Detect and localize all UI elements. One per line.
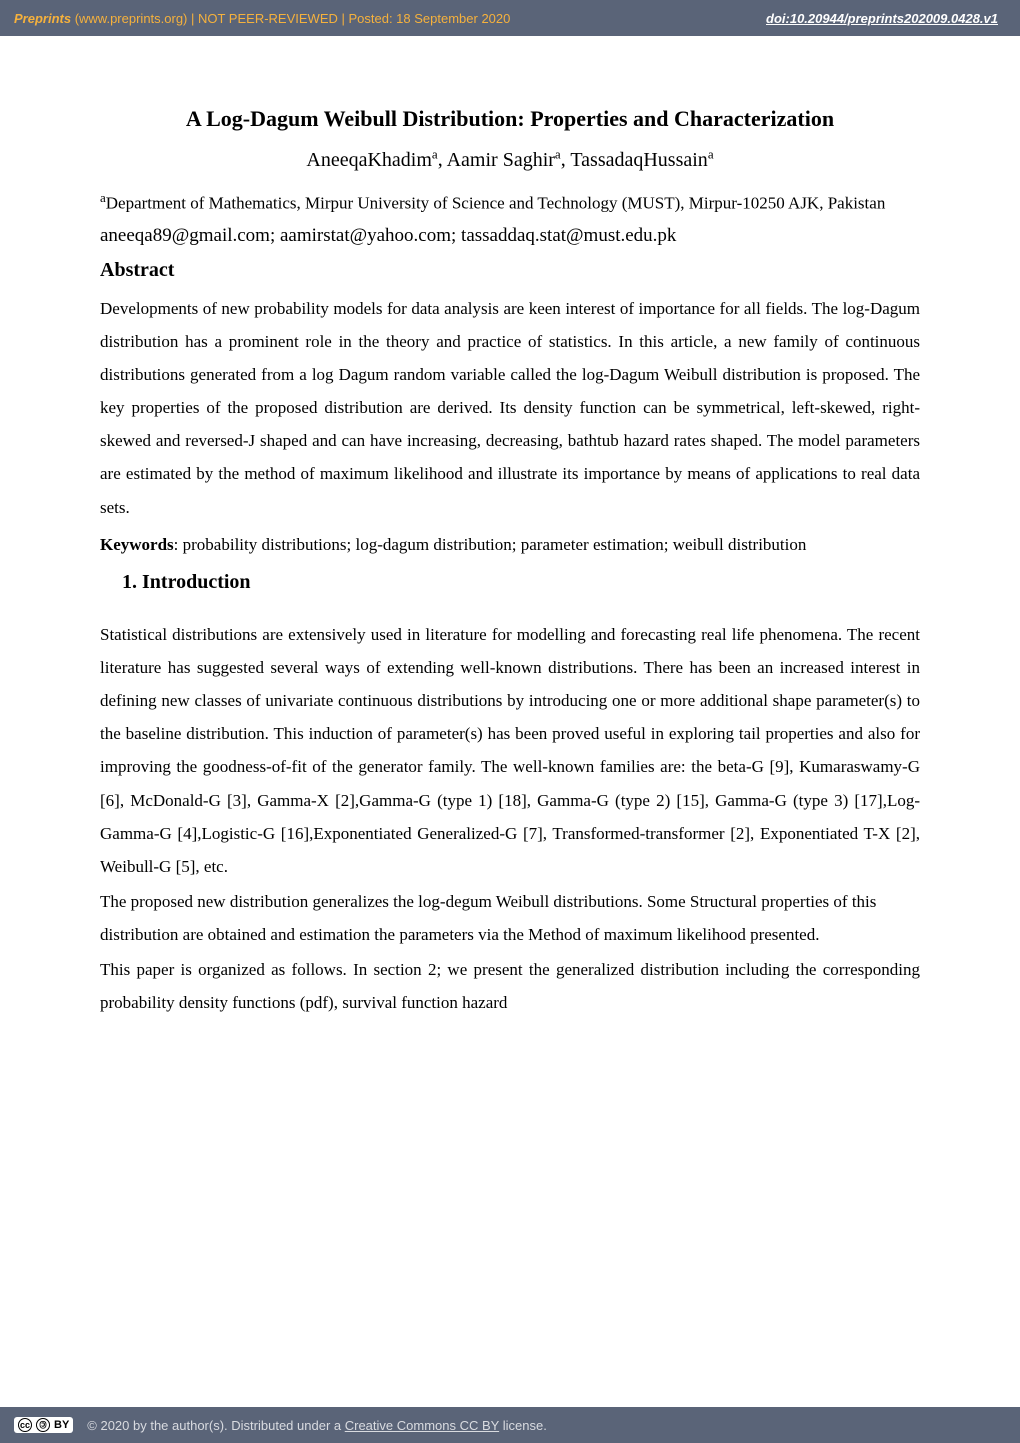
footer-text: © 2020 by the author(s). Distributed und… — [87, 1418, 547, 1433]
license-footer: cc 🄯 BY © 2020 by the author(s). Distrib… — [0, 1407, 1020, 1443]
abstract-heading: Abstract — [100, 259, 920, 282]
keywords-line: Keywords: probability distributions; log… — [100, 528, 920, 561]
cc-icon: cc — [18, 1418, 32, 1432]
keywords-text: : probability distributions; log-dagum d… — [174, 535, 807, 554]
preprint-banner: Preprints (www.preprints.org) | NOT PEER… — [0, 0, 1020, 36]
intro-paragraph-2: The proposed new distribution generalize… — [100, 885, 920, 951]
author-1: AneeqaKhadima — [306, 149, 437, 171]
paper-title: A Log-Dagum Weibull Distribution: Proper… — [100, 106, 920, 132]
by-text: BY — [54, 1419, 69, 1431]
banner-site: Preprints — [14, 11, 71, 26]
section-1-heading: 1. Introduction — [122, 571, 920, 594]
author-2: Aamir Saghira — [447, 149, 561, 171]
banner-meta: (www.preprints.org) | NOT PEER-REVIEWED … — [71, 11, 510, 26]
author-emails: aneeqa89@gmail.com; aamirstat@yahoo.com;… — [100, 225, 920, 247]
intro-paragraph-3: This paper is organized as follows. In s… — [100, 953, 920, 1019]
author-3: TassadaqHussaina — [570, 149, 713, 171]
page-content: A Log-Dagum Weibull Distribution: Proper… — [0, 36, 1020, 1020]
author-line: AneeqaKhadima, Aamir Saghira, TassadaqHu… — [100, 146, 920, 172]
affiliation: aDepartment of Mathematics, Mirpur Unive… — [100, 186, 920, 219]
keywords-label: Keywords — [100, 535, 174, 554]
by-icon: 🄯 — [36, 1418, 50, 1432]
intro-paragraph-1: Statistical distributions are extensivel… — [100, 618, 920, 883]
cc-license-link[interactable]: Creative Commons CC BY — [345, 1418, 499, 1433]
banner-left: Preprints (www.preprints.org) | NOT PEER… — [14, 11, 510, 26]
cc-by-badge-icon: cc 🄯 BY — [14, 1417, 73, 1433]
doi-link[interactable]: doi:10.20944/preprints202009.0428.v1 — [766, 11, 998, 26]
abstract-body: Developments of new probability models f… — [100, 292, 920, 524]
